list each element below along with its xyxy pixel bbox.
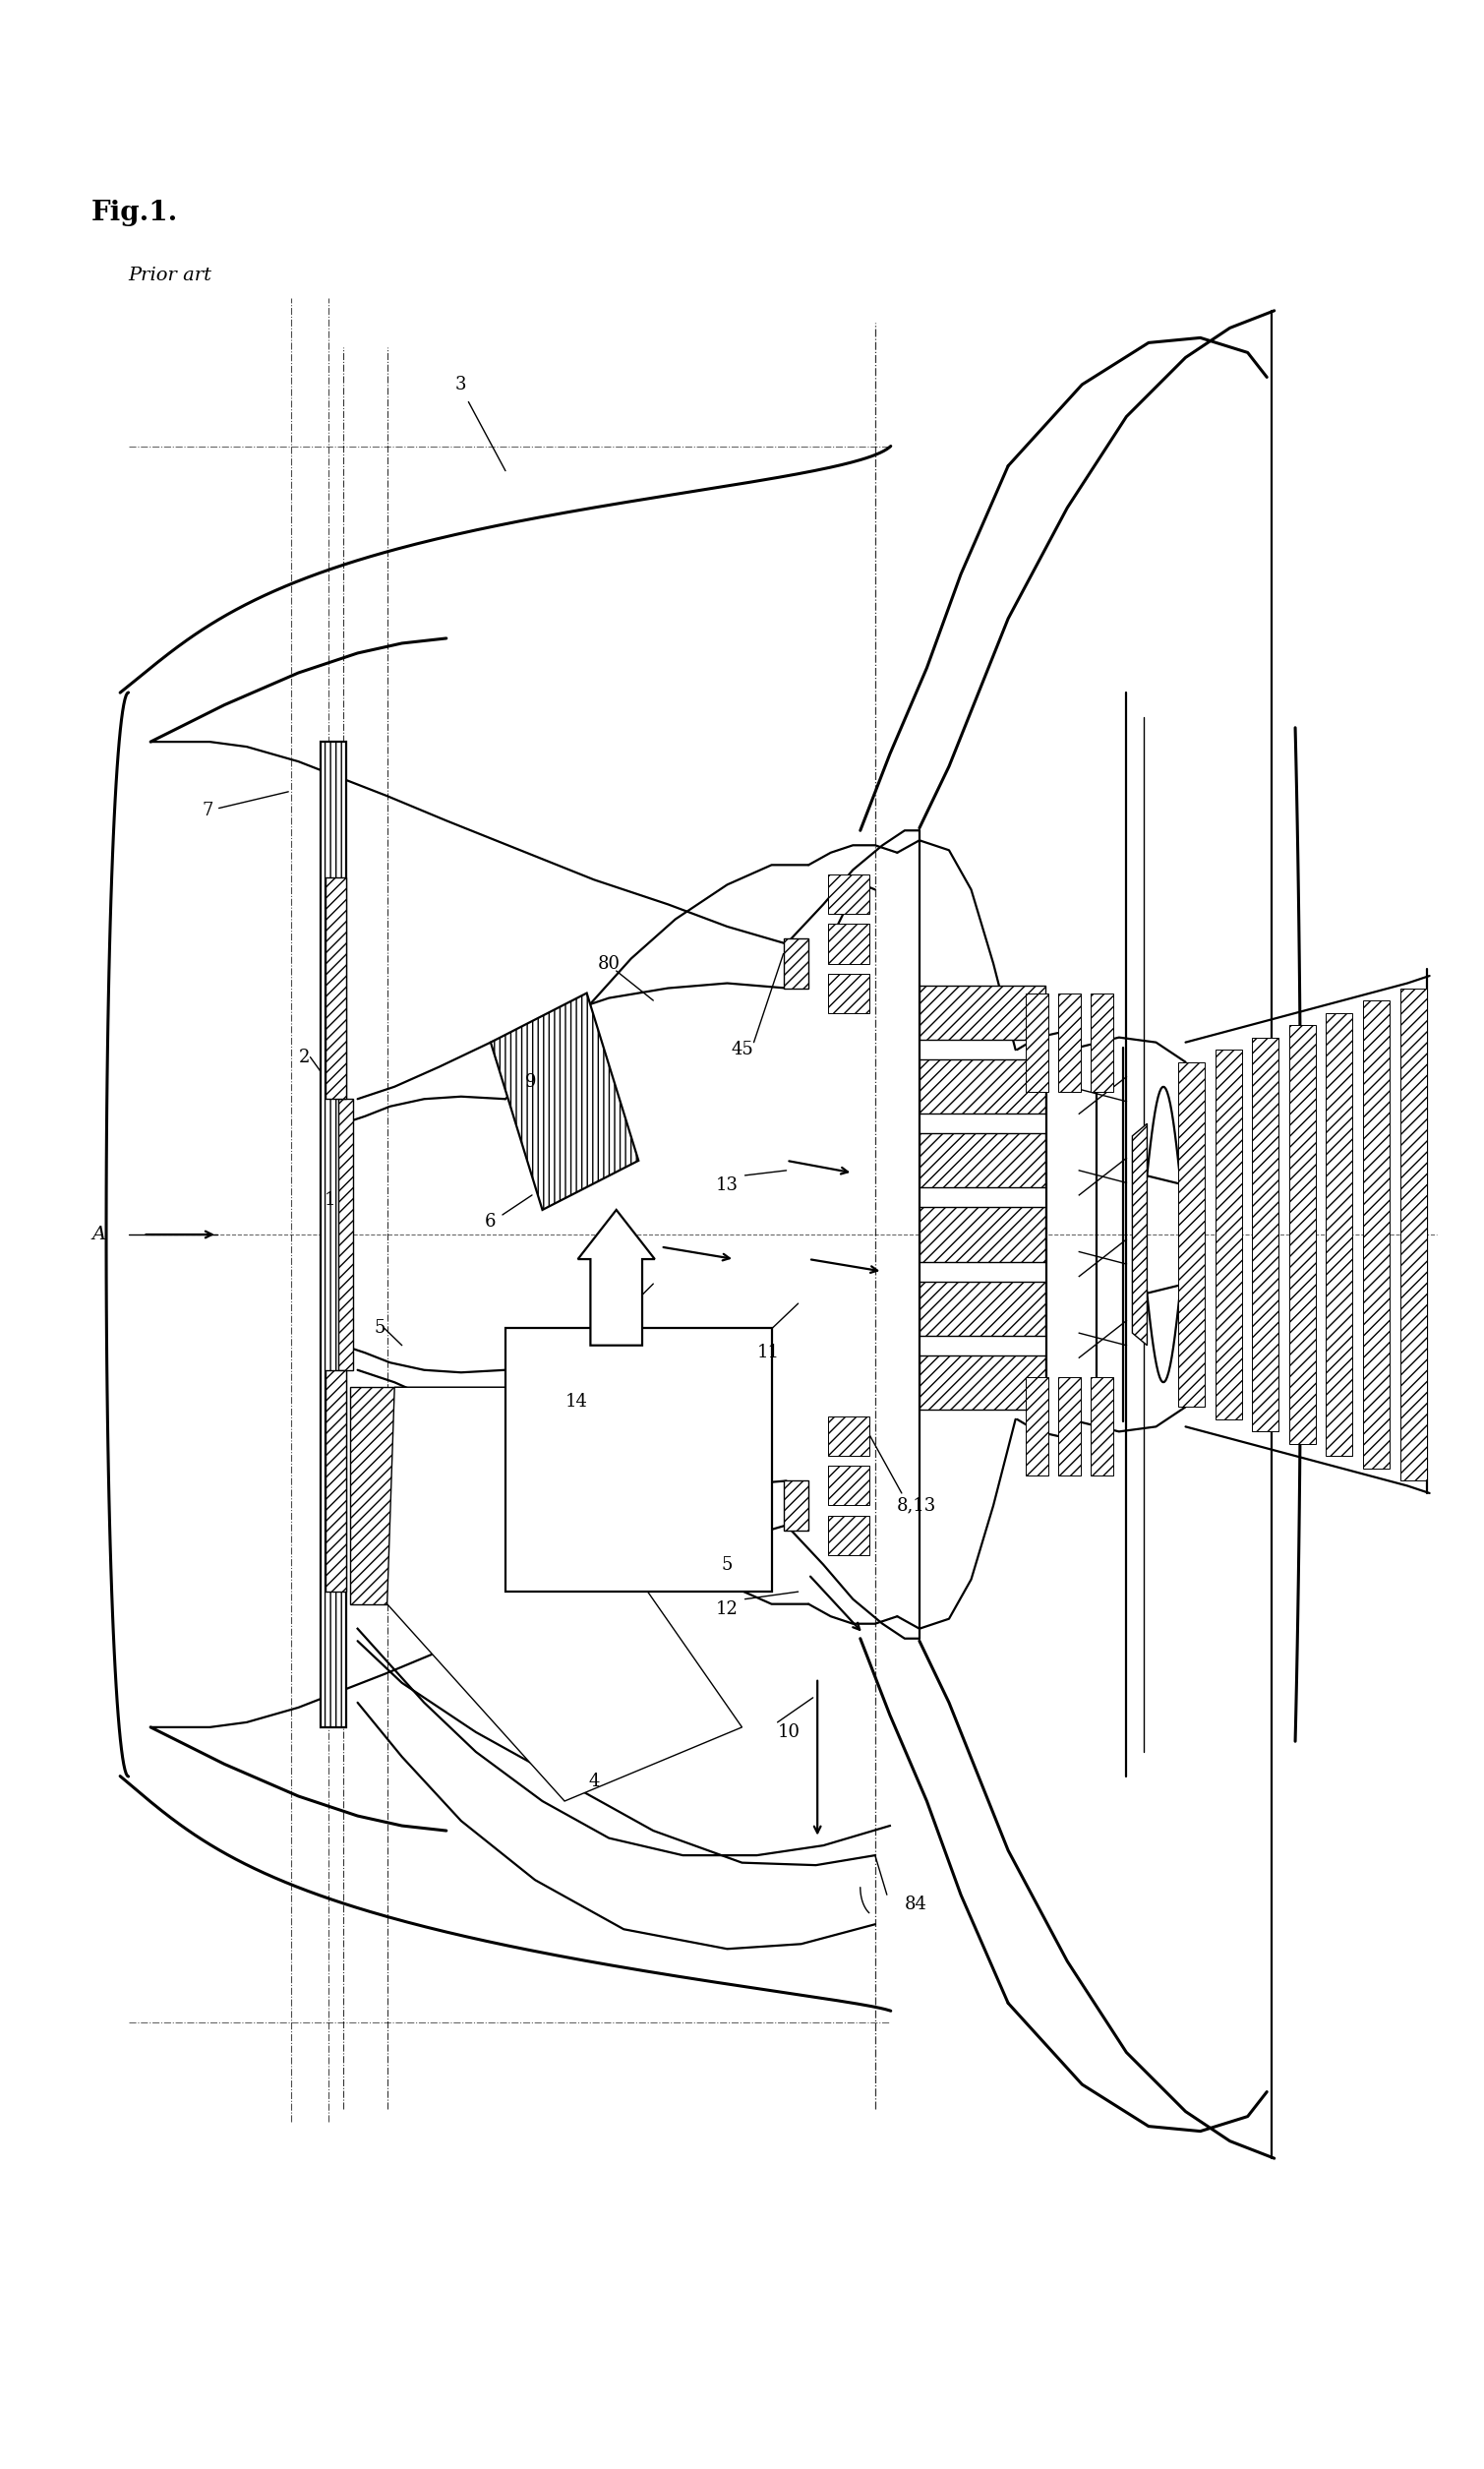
Text: 1: 1	[324, 1190, 335, 1210]
Bar	[1290, 1025, 1316, 1444]
Text: 9: 9	[525, 1074, 536, 1091]
Bar	[1178, 1062, 1205, 1407]
Bar	[920, 1281, 1045, 1336]
Polygon shape	[338, 1099, 353, 1370]
Polygon shape	[325, 1370, 346, 1593]
Bar	[828, 1417, 870, 1457]
Text: 6: 6	[485, 1212, 496, 1232]
Bar	[1025, 1378, 1048, 1476]
Polygon shape	[784, 1481, 809, 1531]
Polygon shape	[1132, 1123, 1147, 1346]
Text: 5: 5	[721, 1555, 733, 1573]
Polygon shape	[325, 876, 346, 1099]
Bar	[1091, 1378, 1113, 1476]
Bar	[920, 1059, 1045, 1114]
Text: 84: 84	[905, 1896, 928, 1913]
Bar	[1252, 1037, 1279, 1432]
Bar	[920, 1133, 1045, 1188]
FancyArrow shape	[577, 1210, 654, 1346]
Polygon shape	[491, 993, 638, 1210]
Text: Prior art: Prior art	[129, 267, 212, 284]
Text: 2: 2	[298, 1049, 310, 1067]
Text: 8,13: 8,13	[896, 1496, 936, 1513]
Bar	[1058, 993, 1080, 1091]
Bar	[828, 1516, 870, 1555]
Bar	[1091, 993, 1113, 1091]
Polygon shape	[506, 1328, 772, 1593]
Bar	[1215, 1049, 1242, 1420]
Text: 7: 7	[202, 793, 288, 820]
Bar	[920, 1207, 1045, 1262]
Polygon shape	[321, 741, 346, 1728]
Text: 3: 3	[456, 375, 467, 393]
Text: 8: 8	[611, 1311, 622, 1331]
Bar	[1327, 1012, 1352, 1457]
Bar	[920, 1355, 1045, 1410]
Text: Fig.1.: Fig.1.	[92, 200, 178, 227]
Bar	[920, 985, 1045, 1039]
Text: 10: 10	[778, 1723, 800, 1741]
Text: 11: 11	[757, 1343, 779, 1360]
Bar	[1362, 1000, 1389, 1469]
Text: 13: 13	[715, 1175, 739, 1195]
Bar	[828, 874, 870, 914]
Text: 45: 45	[730, 1042, 754, 1059]
Bar	[1025, 993, 1048, 1091]
Text: 4: 4	[589, 1773, 600, 1790]
Text: 14: 14	[565, 1393, 588, 1410]
Bar	[828, 1467, 870, 1506]
Bar	[828, 973, 870, 1012]
Text: 12: 12	[715, 1600, 739, 1617]
Text: 5: 5	[374, 1318, 386, 1338]
Polygon shape	[784, 938, 809, 988]
Polygon shape	[387, 1388, 742, 1800]
Text: 80: 80	[598, 956, 620, 973]
Bar	[828, 923, 870, 963]
Polygon shape	[350, 1388, 506, 1605]
Bar	[1399, 988, 1426, 1481]
Bar	[1058, 1378, 1080, 1476]
Text: A: A	[92, 1225, 105, 1244]
